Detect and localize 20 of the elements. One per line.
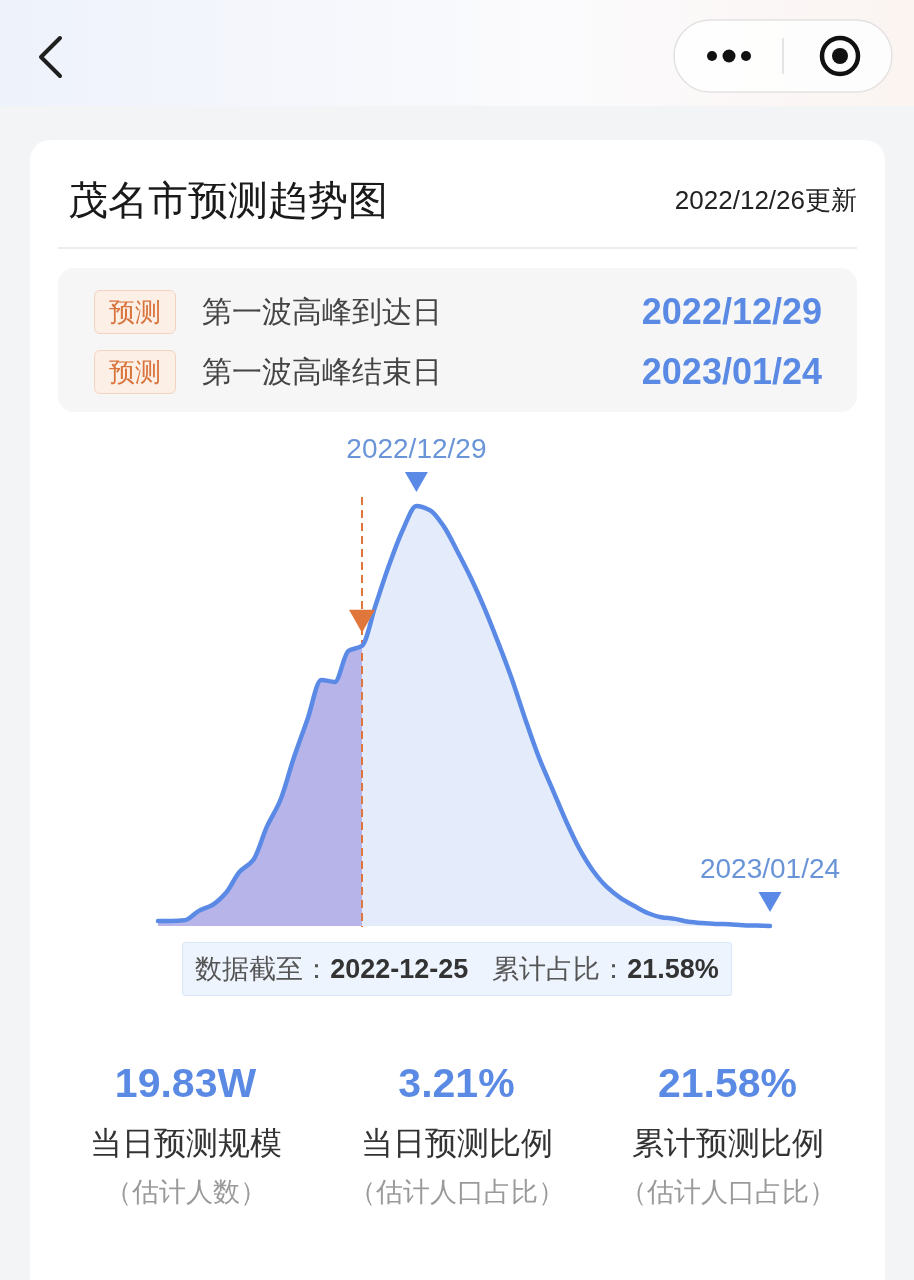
text: （估计人口占比）	[618, 1176, 837, 1209]
tag: 预测	[94, 290, 176, 334]
text: （估计人口占比）	[347, 1176, 566, 1209]
tag: 预测	[94, 350, 176, 394]
text: 19.83W	[113, 1059, 258, 1108]
text: 2022/12/29	[641, 290, 822, 334]
text: 3.21%	[397, 1059, 516, 1108]
note-label: 2023/01/24	[699, 853, 841, 884]
text: 21.58%	[656, 1059, 799, 1108]
note-label: 2022/12/29	[346, 433, 487, 464]
text: 累计预测比例	[630, 1124, 825, 1163]
text: （估计人数）	[103, 1176, 268, 1209]
text: 当日预测比例	[359, 1124, 554, 1163]
text: 第一波高峰到达日	[202, 294, 442, 330]
text: 第一波高峰结束日	[202, 354, 442, 390]
chart-subtitle: 2022/12/26更新	[674, 184, 857, 216]
chart-title: 茂名市预测趋势图	[68, 177, 388, 224]
text: 2023/01/24	[641, 350, 822, 394]
summary-box: 数据截至：2022-12-25 累计占比：21.58%	[182, 942, 732, 996]
text: 当日预测规模	[88, 1124, 283, 1163]
